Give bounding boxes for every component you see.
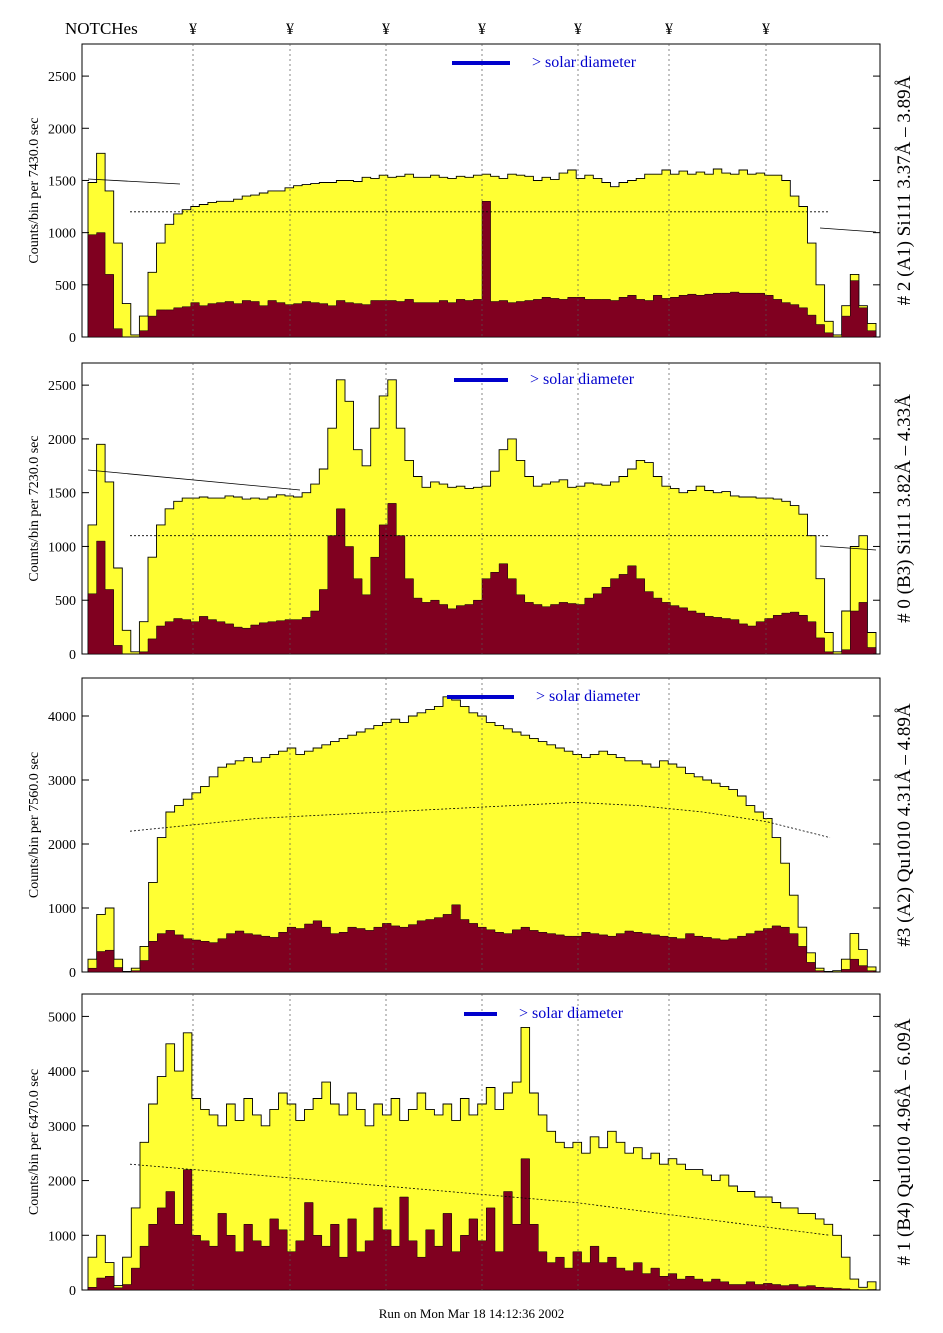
notch-marker-2: ¥ bbox=[382, 21, 390, 38]
y-tick-label: 1500 bbox=[48, 174, 76, 189]
envelope-series bbox=[87, 379, 877, 655]
panel-title: # 2 (A1) Si111 3.37Å – 3.89Å bbox=[894, 75, 915, 305]
y-axis-label: Counts/bin per 7560.0 sec bbox=[27, 752, 42, 898]
y-tick-label: 1000 bbox=[48, 902, 76, 917]
y-tick-label: 500 bbox=[55, 594, 76, 609]
y-tick-label: 0 bbox=[69, 648, 76, 663]
fit-line bbox=[819, 227, 877, 233]
y-tick-label: 4000 bbox=[48, 710, 76, 725]
y-tick-label: 2500 bbox=[48, 379, 76, 394]
mean-curve bbox=[129, 1163, 831, 1236]
y-tick-label: 2000 bbox=[48, 1175, 76, 1190]
notch-marker-1: ¥ bbox=[286, 21, 294, 38]
y-tick-label: 0 bbox=[69, 331, 76, 346]
run-timestamp: Run on Mon Mar 18 14:12:36 2002 bbox=[378, 1306, 565, 1321]
legend-label: > solar diameter bbox=[530, 371, 635, 388]
panel-title: # 0 (B3) Si111 3.82Å – 4.33Å bbox=[894, 394, 915, 623]
y-tick-label: 4000 bbox=[48, 1065, 76, 1080]
chart-panel-2: 0 1000 2000 3000 4000 Counts/bin per 7560.0 s… bbox=[27, 677, 915, 981]
fit-line bbox=[87, 469, 301, 491]
chart-panel-0: 0 500 1000 1500 2000 2500 Counts/bin per 7430.… bbox=[27, 43, 915, 346]
y-tick-label: 0 bbox=[69, 966, 76, 981]
y-axis-label: Counts/bin per 6470.0 sec bbox=[27, 1069, 42, 1215]
fit-line bbox=[819, 545, 877, 551]
chart-panel-1: 0 500 1000 1500 2000 2500 Counts/bin per 7230.… bbox=[27, 362, 915, 663]
notch-marker-0: ¥ bbox=[189, 21, 197, 38]
y-tick-label: 3000 bbox=[48, 1120, 76, 1135]
notch-marker-6: ¥ bbox=[762, 21, 770, 38]
y-tick-label: 500 bbox=[55, 279, 76, 294]
legend-label: > solar diameter bbox=[532, 54, 637, 71]
y-tick-label: 1000 bbox=[48, 1229, 76, 1244]
panel-title: #3 (A2) Qu1010 4.31Å – 4.89Å bbox=[894, 703, 915, 947]
y-tick-label: 1000 bbox=[48, 227, 76, 242]
y-tick-label: 2000 bbox=[48, 838, 76, 853]
y-tick-label: 1000 bbox=[48, 540, 76, 555]
y-tick-label: 2500 bbox=[48, 70, 76, 85]
y-tick-label: 5000 bbox=[48, 1010, 76, 1025]
envelope-series bbox=[87, 1026, 877, 1291]
notch-marker-4: ¥ bbox=[574, 21, 582, 38]
mean-curve bbox=[129, 801, 831, 838]
y-tick-label: 2000 bbox=[48, 122, 76, 137]
y-tick-label: 3000 bbox=[48, 774, 76, 789]
chart-panel-3: 0 1000 2000 3000 4000 5000 Counts/bin per 6470… bbox=[27, 993, 915, 1299]
y-tick-label: 1500 bbox=[48, 487, 76, 502]
notch-marker-5: ¥ bbox=[665, 21, 673, 38]
legend-label: > solar diameter bbox=[519, 1005, 624, 1022]
y-tick-label: 0 bbox=[69, 1284, 76, 1299]
y-tick-label: 2000 bbox=[48, 433, 76, 448]
notch-marker-3: ¥ bbox=[478, 21, 486, 38]
panel-title: # 1 (B4) Qu1010 4.96Å – 6.09Å bbox=[894, 1018, 915, 1265]
y-axis-label: Counts/bin per 7230.0 sec bbox=[27, 435, 42, 581]
notch-label: NOTCHes bbox=[65, 19, 138, 38]
y-axis-label: Counts/bin per 7430.0 sec bbox=[27, 117, 42, 263]
legend-label: > solar diameter bbox=[536, 688, 641, 705]
fit-line bbox=[87, 178, 181, 185]
